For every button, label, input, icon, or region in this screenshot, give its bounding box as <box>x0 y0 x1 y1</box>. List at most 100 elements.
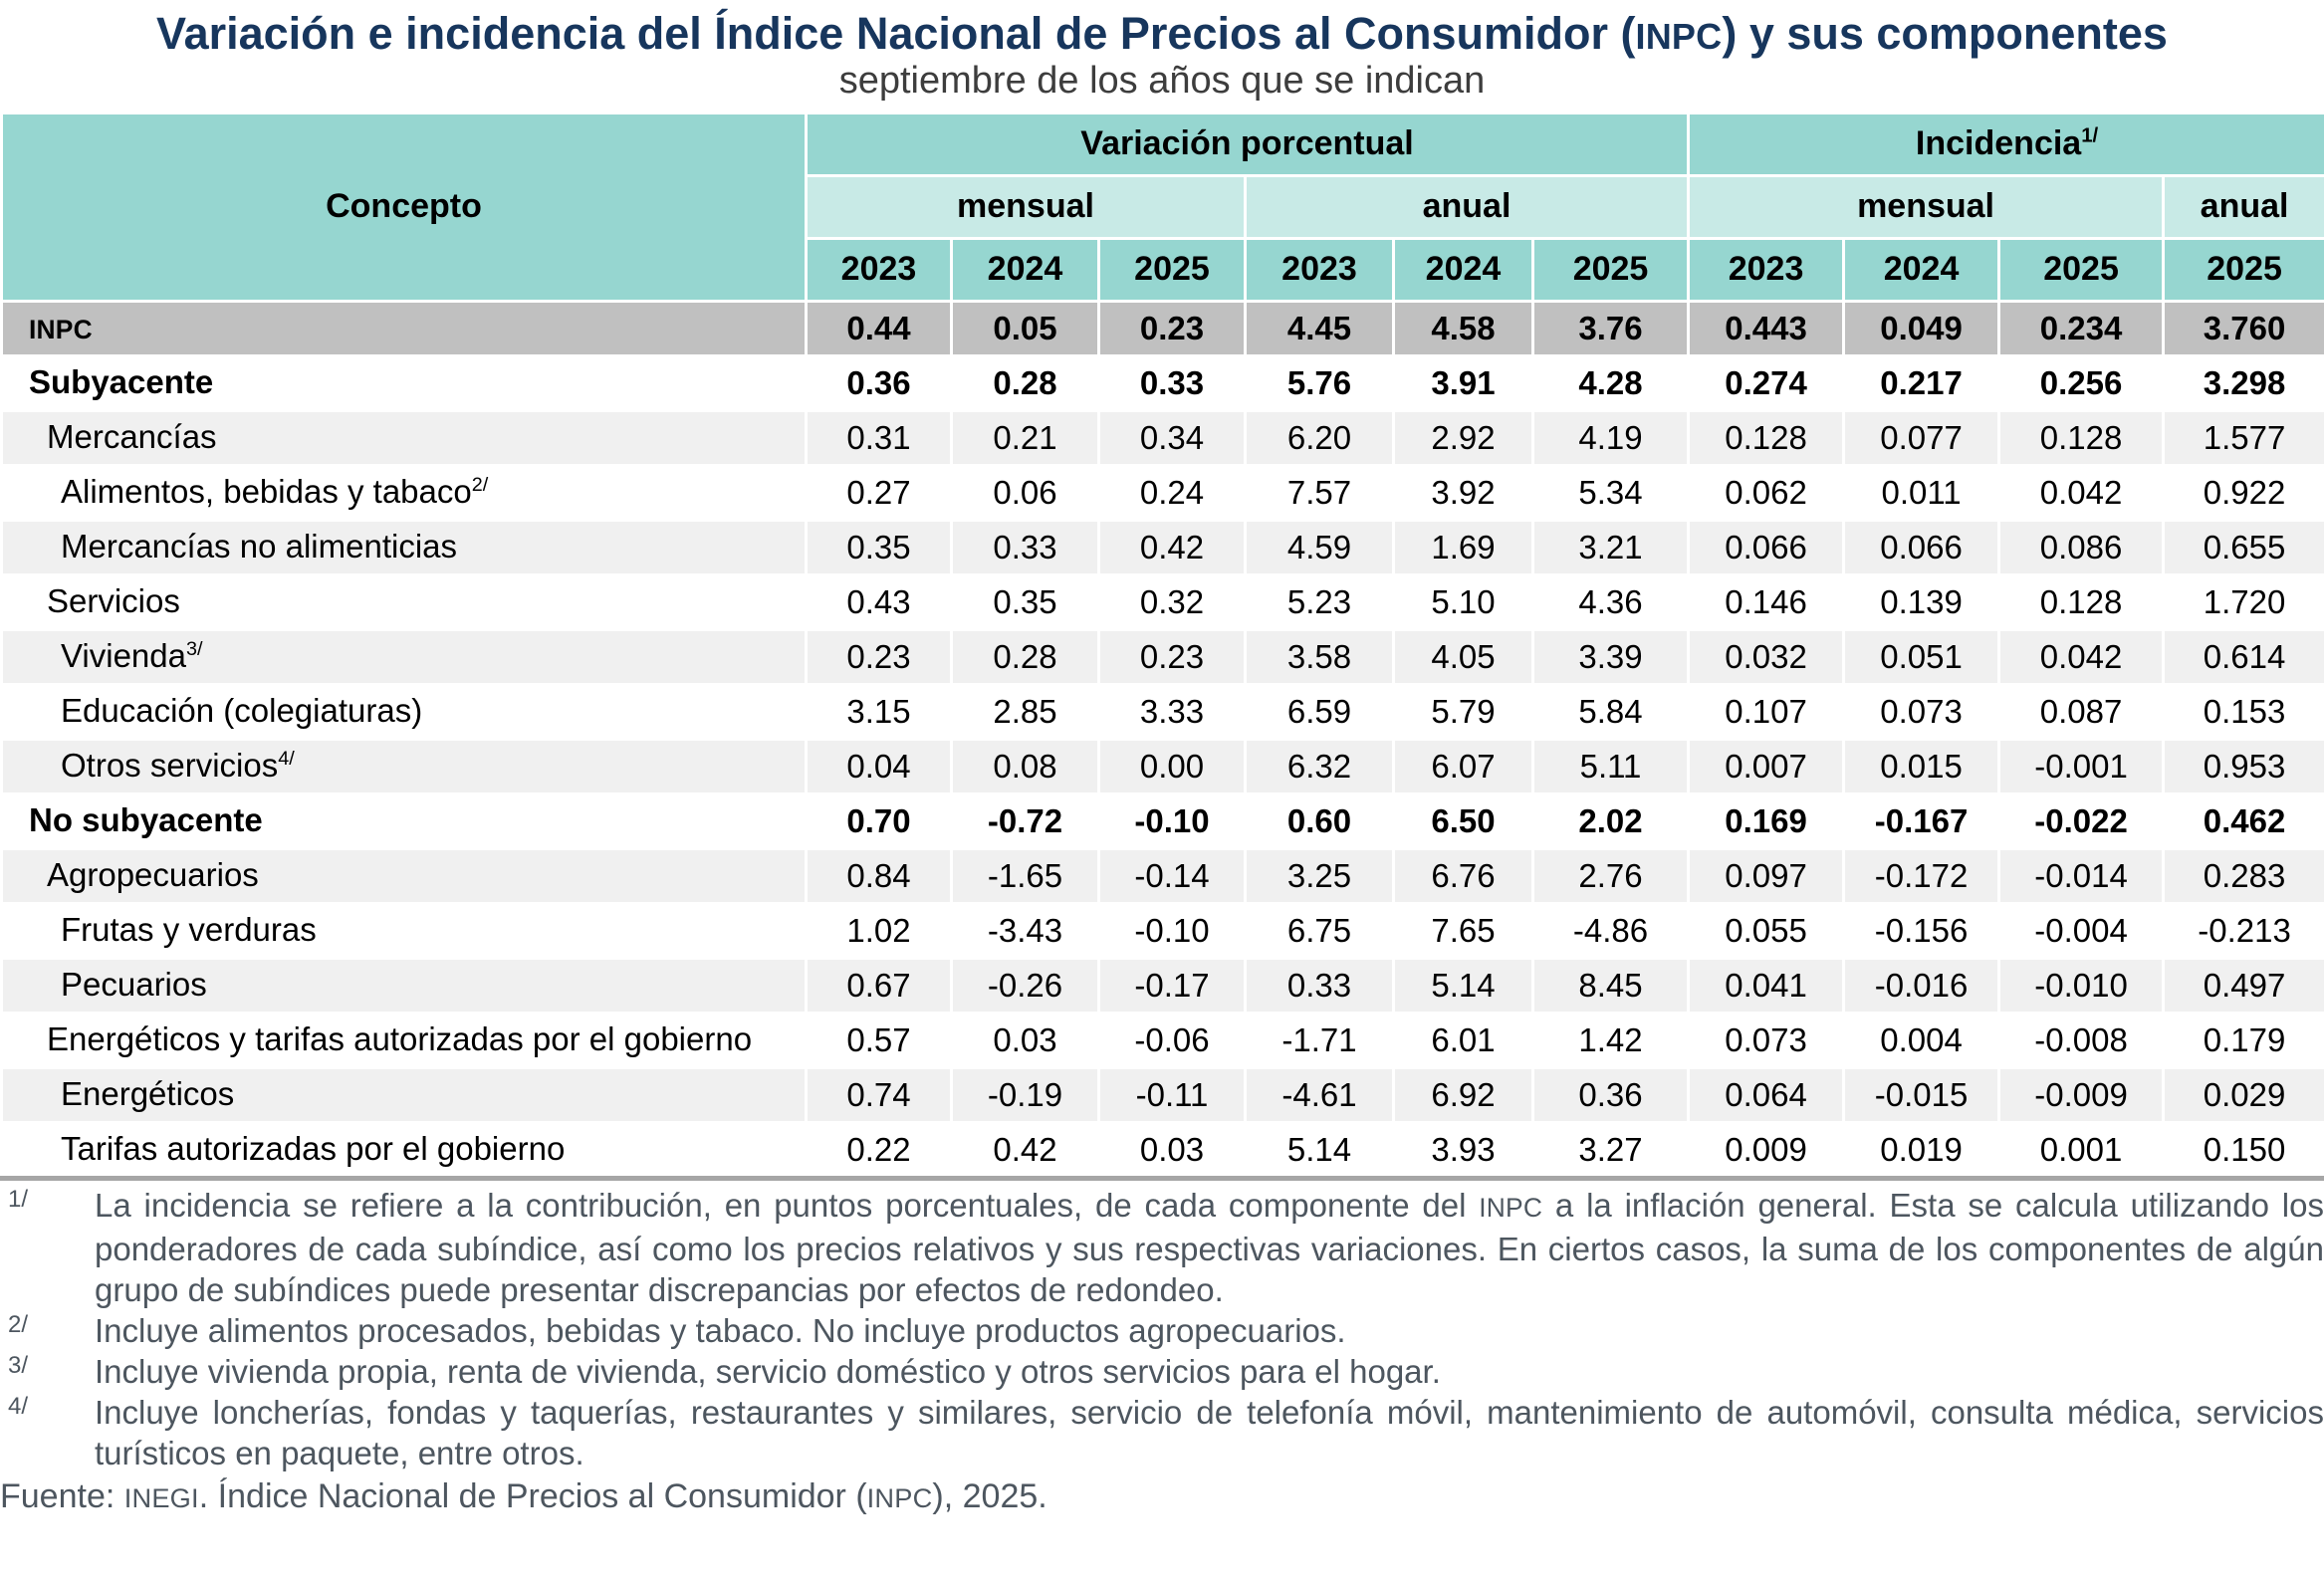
cell-value: 0.05 <box>952 301 1099 355</box>
cell-value: 0.34 <box>1099 410 1246 465</box>
footnote-text: Incluye alimentos procesados, bebidas y … <box>95 1310 2324 1351</box>
cell-value: -0.19 <box>952 1067 1099 1122</box>
cell-value: 0.42 <box>1099 520 1246 574</box>
cell-value: 0.032 <box>1689 629 1844 684</box>
subheader-anual-variacion: anual <box>1246 175 1689 238</box>
cell-value: 3.298 <box>2164 355 2324 410</box>
cell-value: 0.062 <box>1689 465 1844 520</box>
cell-value: 1.02 <box>807 903 952 958</box>
row-label: Pecuarios <box>2 958 807 1013</box>
cell-value: 3.27 <box>1533 1122 1689 1178</box>
cell-value: 0.33 <box>952 520 1099 574</box>
footnotes-section: 1/ La incidencia se refiere a la contrib… <box>0 1185 2324 1473</box>
cell-value: -0.17 <box>1099 958 1246 1013</box>
cell-value: 6.59 <box>1246 684 1394 739</box>
cell-value: 0.066 <box>1844 520 1999 574</box>
cell-value: 0.086 <box>1999 520 2164 574</box>
year-header: 2023 <box>1689 238 1844 301</box>
cell-value: 4.28 <box>1533 355 1689 410</box>
cell-value: 0.234 <box>1999 301 2164 355</box>
cell-value: 4.45 <box>1246 301 1394 355</box>
cell-value: 0.84 <box>807 848 952 903</box>
cell-value: 1.577 <box>2164 410 2324 465</box>
cell-value: 0.60 <box>1246 793 1394 848</box>
cell-value: 0.049 <box>1844 301 1999 355</box>
cell-value: -0.016 <box>1844 958 1999 1013</box>
cell-value: 3.25 <box>1246 848 1394 903</box>
year-header: 2025 <box>1099 238 1246 301</box>
year-header: 2023 <box>807 238 952 301</box>
footnote-marker: 1/ <box>8 1185 28 1215</box>
cell-value: 6.76 <box>1394 848 1533 903</box>
cell-value: -0.015 <box>1844 1067 1999 1122</box>
cell-value: 0.27 <box>807 465 952 520</box>
cell-value: 4.59 <box>1246 520 1394 574</box>
cell-value: 0.23 <box>807 629 952 684</box>
cell-value: 0.23 <box>1099 629 1246 684</box>
cell-value: 0.064 <box>1689 1067 1844 1122</box>
cell-value: 0.06 <box>952 465 1099 520</box>
cell-value: 5.14 <box>1246 1122 1394 1178</box>
cell-value: -0.008 <box>1999 1013 2164 1067</box>
cell-value: 3.21 <box>1533 520 1689 574</box>
cell-value: 0.169 <box>1689 793 1844 848</box>
cell-value: 7.57 <box>1246 465 1394 520</box>
row-label: No subyacente <box>2 793 807 848</box>
cell-value: -1.71 <box>1246 1013 1394 1067</box>
cell-value: 0.443 <box>1689 301 1844 355</box>
footnote: 3/ Incluye vivienda propia, renta de viv… <box>0 1351 2324 1392</box>
cell-value: -0.172 <box>1844 848 1999 903</box>
footnote-reference: 4/ <box>278 748 295 770</box>
footnote: 4/ Incluye loncherías, fondas y taquería… <box>0 1392 2324 1473</box>
group-header-incidencia: Incidencia1/ <box>1689 113 2324 175</box>
cell-value: 5.11 <box>1533 739 1689 793</box>
cell-value: 3.93 <box>1394 1122 1533 1178</box>
subheader-mensual-incidencia: mensual <box>1689 175 2164 238</box>
footnote-text: Incluye loncherías, fondas y taquerías, … <box>95 1392 2324 1473</box>
footnote-text: Incluye vivienda propia, renta de vivien… <box>95 1351 2324 1392</box>
cell-value: -0.213 <box>2164 903 2324 958</box>
cell-value: 0.67 <box>807 958 952 1013</box>
row-label: Agropecuarios <box>2 848 807 903</box>
cell-value: 0.462 <box>2164 793 2324 848</box>
cell-value: 0.007 <box>1689 739 1844 793</box>
year-header: 2023 <box>1246 238 1394 301</box>
row-label: Alimentos, bebidas y tabaco2/ <box>2 465 807 520</box>
cell-value: 0.029 <box>2164 1067 2324 1122</box>
footnote: 2/ Incluye alimentos procesados, bebidas… <box>0 1310 2324 1351</box>
cell-value: 4.05 <box>1394 629 1533 684</box>
cell-value: 3.760 <box>2164 301 2324 355</box>
cell-value: 6.92 <box>1394 1067 1533 1122</box>
cell-value: 0.146 <box>1689 574 1844 629</box>
cell-value: 0.283 <box>2164 848 2324 903</box>
cell-value: 0.35 <box>952 574 1099 629</box>
cell-value: 0.107 <box>1689 684 1844 739</box>
cell-value: 3.33 <box>1099 684 1246 739</box>
cell-value: 4.58 <box>1394 301 1533 355</box>
cell-value: 0.256 <box>1999 355 2164 410</box>
cell-value: 0.066 <box>1689 520 1844 574</box>
year-header: 2025 <box>2164 238 2324 301</box>
cell-value: 0.614 <box>2164 629 2324 684</box>
cell-value: 6.32 <box>1246 739 1394 793</box>
footnote-reference: 2/ <box>472 474 489 496</box>
cell-value: -0.10 <box>1099 903 1246 958</box>
cell-value: -0.014 <box>1999 848 2164 903</box>
footnote-reference: 3/ <box>186 638 203 660</box>
cell-value: 0.36 <box>807 355 952 410</box>
cell-value: 3.92 <box>1394 465 1533 520</box>
cell-value: -0.72 <box>952 793 1099 848</box>
cell-value: -0.156 <box>1844 903 1999 958</box>
cell-value: 0.128 <box>1999 574 2164 629</box>
cell-value: 2.85 <box>952 684 1099 739</box>
row-label: Educación (colegiaturas) <box>2 684 807 739</box>
cell-value: 3.76 <box>1533 301 1689 355</box>
cell-value: -0.009 <box>1999 1067 2164 1122</box>
cell-value: 0.150 <box>2164 1122 2324 1178</box>
